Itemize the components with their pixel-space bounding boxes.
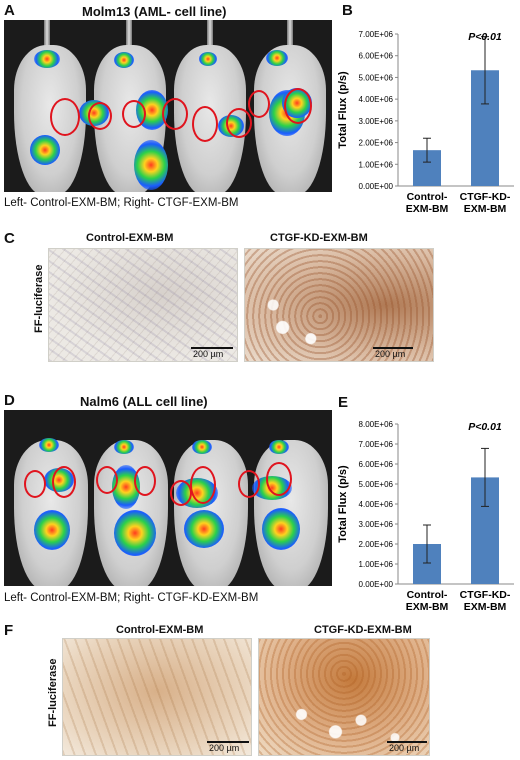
y-tick-label: 8.00E+06 <box>359 420 394 429</box>
panel-letter-a: A <box>4 2 15 19</box>
x-category-label: EXM-BM <box>464 601 507 613</box>
y-tick-label: 1.00E+06 <box>359 560 394 569</box>
roi-d-right-mouse3 <box>190 466 216 504</box>
panel-a-caption: Left- Control-EXM-BM; Right- CTGF-EXM-BM <box>4 197 239 209</box>
p-value-annotation: P<0.01 <box>468 31 502 43</box>
panel-letter-c: C <box>4 230 15 247</box>
y-tick-label: 2.00E+06 <box>359 540 394 549</box>
y-axis-label: Total Flux (p/s) <box>337 71 349 149</box>
y-tick-label: 0.00E+00 <box>359 182 394 191</box>
panel-a-title: Molm13 (AML- cell line) <box>82 4 227 19</box>
x-category-label: EXM-BM <box>406 203 449 215</box>
roi-right-mouse2 <box>162 98 188 130</box>
panel-letter-e: E <box>338 394 349 411</box>
panel-letter-b: B <box>342 2 353 19</box>
y-tick-label: 5.00E+06 <box>359 73 394 82</box>
bioluminescence-image-molm13 <box>4 20 332 192</box>
y-tick-label: 3.00E+06 <box>359 117 394 126</box>
roi-left-mouse4 <box>248 90 270 118</box>
x-category-label: EXM-BM <box>406 601 449 613</box>
roi-d-right-mouse4 <box>266 462 292 496</box>
x-category-label: CTGF-KD- <box>460 191 511 203</box>
bioluminescence-image-nalm6 <box>4 410 332 586</box>
y-tick-label: 4.00E+06 <box>359 95 394 104</box>
y-tick-label: 4.00E+06 <box>359 500 394 509</box>
roi-d-right-mouse1 <box>52 466 76 498</box>
roi-d-left-mouse4 <box>238 470 260 498</box>
panel-f-right-title: CTGF-KD-EXM-BM <box>314 624 412 636</box>
roi-d-left-mouse2 <box>96 466 118 494</box>
histology-c-control: 200 µm <box>48 248 238 362</box>
x-category-label: Control- <box>407 589 448 601</box>
y-tick-label: 1.00E+06 <box>359 160 394 169</box>
x-category-label: EXM-BM <box>464 203 507 215</box>
bar-chart-b: Total Flux (p/s) 0.00E+00 1.00E+06 2.00E+06… <box>337 30 514 215</box>
y-tick-label: 6.00E+06 <box>359 52 394 61</box>
y-tick-label: 3.00E+06 <box>359 520 394 529</box>
roi-left-mouse3 <box>192 106 218 142</box>
y-tick-label: 2.00E+06 <box>359 139 394 148</box>
panel-f-row-label: FF-luciferase <box>47 658 59 727</box>
panel-f-left-title: Control-EXM-BM <box>116 624 204 636</box>
y-axis-label: Total Flux (p/s) <box>337 465 349 543</box>
p-value-annotation: P<0.01 <box>468 421 502 433</box>
scalebar-f-left: 200 µm <box>209 743 240 753</box>
scalebar-c-right: 200 µm <box>375 349 406 359</box>
roi-d-left-mouse1 <box>24 470 46 498</box>
histology-f-control: 200 µm <box>62 638 252 756</box>
scalebar-c-left: 200 µm <box>193 349 224 359</box>
roi-left-mouse2 <box>122 100 146 128</box>
x-category-label: Control- <box>407 191 448 203</box>
y-tick-label: 6.00E+06 <box>359 460 394 469</box>
roi-d-left-mouse3 <box>170 480 192 506</box>
y-tick-label: 5.00E+06 <box>359 480 394 489</box>
roi-right-mouse4 <box>284 88 312 124</box>
y-tick-label: 7.00E+06 <box>359 440 394 449</box>
panel-letter-f: F <box>4 622 14 639</box>
histology-c-kd: 200 µm <box>244 248 434 362</box>
x-category-label: CTGF-KD- <box>460 589 511 601</box>
panel-c-row-label: FF-luciferase <box>33 264 45 333</box>
roi-left-mouse1 <box>50 98 80 136</box>
histology-f-kd: 200 µm <box>258 638 430 756</box>
panel-c-right-title: CTGF-KD-EXM-BM <box>270 232 368 244</box>
y-tick-label: 0.00E+00 <box>359 580 394 589</box>
panel-d-caption: Left- Control-EXM-BM; Right- CTGF-KD-EXM… <box>4 592 259 604</box>
roi-right-mouse1 <box>88 102 112 130</box>
bar-chart-e: Total Flux (p/s) 0.00E+00 1.00E+06 2.00E+06… <box>337 420 514 613</box>
panel-letter-d: D <box>4 392 15 409</box>
y-tick-label: 7.00E+06 <box>359 30 394 39</box>
roi-right-mouse3 <box>226 108 252 138</box>
scalebar-f-right: 200 µm <box>389 743 420 753</box>
roi-d-right-mouse2 <box>134 466 156 496</box>
panel-c-left-title: Control-EXM-BM <box>86 232 174 244</box>
panel-d-title: Nalm6 (ALL cell line) <box>80 394 208 409</box>
